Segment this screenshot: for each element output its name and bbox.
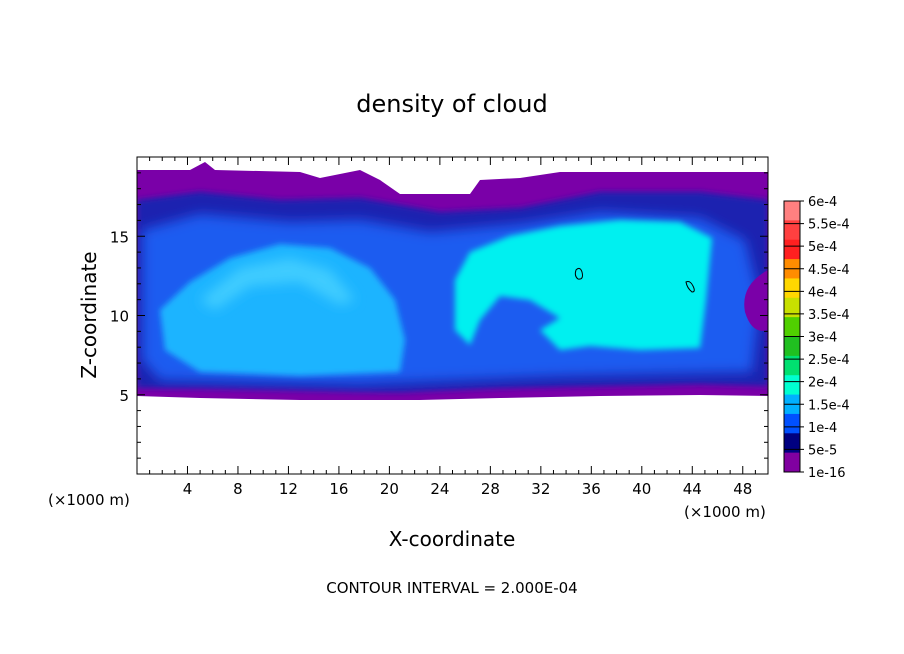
colorbar-label: 2e-4 [808, 376, 837, 391]
contour-loop-1 [574, 267, 583, 280]
x-tick-label: 20 [380, 480, 399, 498]
x-axis-ticks [149, 157, 756, 474]
x-tick-label: 48 [733, 480, 752, 498]
y-tick-label: 10 [110, 308, 129, 326]
colorbar-label: 1e-16 [808, 466, 846, 481]
colorbar-swatch [784, 452, 800, 473]
colorbar-label: 5e-5 [808, 443, 837, 458]
x-tick-label: 12 [279, 480, 298, 498]
x-tick-label: 24 [430, 480, 449, 498]
x-tick-label: 36 [582, 480, 601, 498]
colorbar [783, 200, 804, 473]
x-tick-label: 4 [183, 480, 193, 498]
y-axis-ticks [137, 172, 768, 459]
colorbar-labels: 6e-4 5.5e-4 5e-4 4.5e-4 4e-4 3.5e-4 3e-4 2.5e-4… [808, 195, 850, 481]
colorbar-swatch [784, 336, 800, 357]
y-tick-label: 15 [110, 228, 129, 246]
colorbar-label: 3e-4 [808, 331, 837, 346]
colorbar-swatch [784, 278, 800, 299]
contour-loop-2 [685, 281, 695, 293]
colorbar-swatch [784, 317, 800, 337]
colorbar-swatch [784, 413, 800, 434]
x-unit-right: (×1000 m) [684, 503, 766, 521]
x-tick-label: 40 [632, 480, 651, 498]
x-tick-label: 16 [329, 480, 348, 498]
colorbar-swatch [784, 355, 800, 376]
colorbar-label: 5e-4 [808, 240, 837, 255]
x-tick-label: 8 [233, 480, 243, 498]
chart-title: density of cloud [356, 90, 547, 118]
x-axis-title: X-coordinate [389, 527, 516, 551]
colorbar-label: 1e-4 [808, 421, 837, 436]
colorbar-label: 4e-4 [808, 285, 837, 300]
density-field [137, 162, 768, 400]
colorbar-label: 6e-4 [808, 195, 837, 210]
x-tick-label: 32 [531, 480, 550, 498]
colorbar-swatch [784, 220, 800, 241]
y-tick-labels: 5 10 15 [110, 228, 129, 405]
colorbar-label: 4.5e-4 [808, 263, 850, 278]
colorbar-swatch [784, 201, 800, 221]
x-tick-label: 28 [481, 480, 500, 498]
colorbar-label: 1.5e-4 [808, 398, 850, 413]
contour-interval-footer: CONTOUR INTERVAL = 2.000E-04 [326, 579, 577, 597]
x-unit-left: (×1000 m) [48, 491, 130, 509]
colorbar-swatch [784, 239, 800, 260]
colorbar-swatch [784, 297, 800, 318]
colorbar-label: 2.5e-4 [808, 353, 850, 368]
x-tick-label: 44 [683, 480, 702, 498]
core-right-region [455, 220, 712, 350]
y-axis-title: Z-coordinate [77, 251, 101, 378]
y-tick-label: 5 [119, 387, 129, 405]
colorbar-label: 5.5e-4 [808, 218, 850, 233]
core-left-streak [200, 258, 355, 310]
colorbar-label: 3.5e-4 [808, 308, 850, 323]
core-left-region [160, 244, 405, 376]
colorbar-swatch [784, 433, 800, 454]
x-tick-labels: 4 8 12 16 20 24 28 32 36 40 44 48 [183, 480, 753, 498]
colorbar-swatch [784, 375, 800, 396]
